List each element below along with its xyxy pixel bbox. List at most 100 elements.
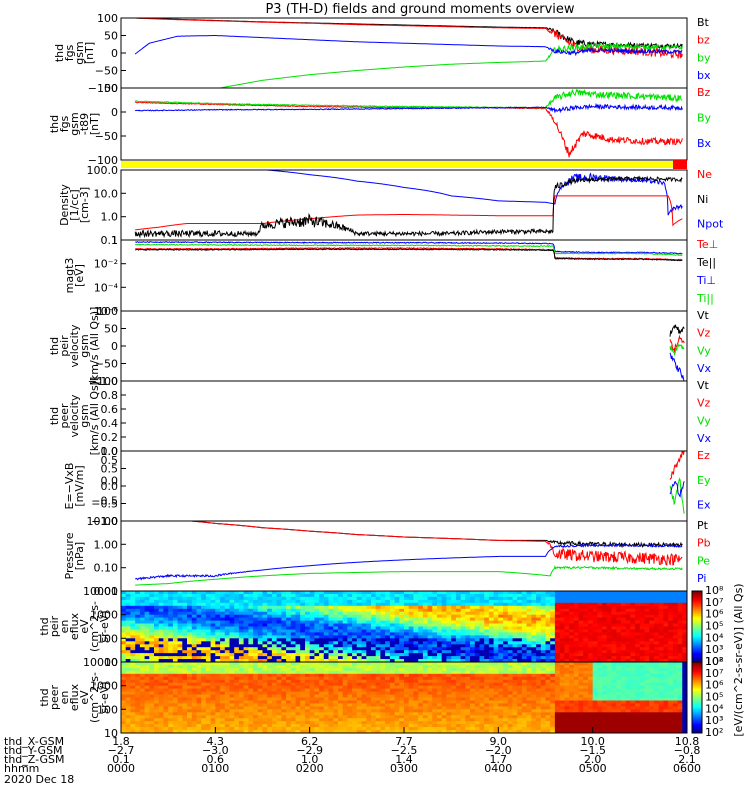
heatmap-cell — [149, 638, 155, 642]
heatmap-cell — [658, 602, 664, 607]
heatmap-cell — [177, 611, 183, 616]
heatmap-cell — [243, 721, 249, 725]
heatmap-cell — [380, 659, 386, 663]
heatmap-cell — [234, 602, 240, 607]
heatmap-cell — [347, 670, 353, 675]
heatmap-cell — [366, 709, 372, 713]
heatmap-cell — [168, 718, 174, 722]
heatmap-cell — [356, 709, 362, 713]
heatmap-cell — [356, 644, 362, 648]
heatmap-cell — [309, 650, 315, 654]
heatmap-cell — [366, 688, 372, 693]
heatmap-cell — [347, 679, 353, 684]
heatmap-cell — [488, 594, 495, 598]
heatmap-cell — [220, 650, 226, 654]
heatmap-cell — [352, 721, 358, 725]
heatmap-cell — [371, 670, 377, 675]
heatmap-cell — [234, 635, 240, 639]
heatmap-cell — [573, 650, 579, 654]
heatmap-cell — [163, 670, 169, 675]
heatmap-cell — [375, 620, 381, 625]
series-group — [669, 324, 685, 381]
heatmap-cell — [210, 632, 216, 636]
heatmap-cell — [630, 650, 636, 654]
heatmap-cell — [455, 703, 462, 707]
heatmap-cell — [248, 608, 254, 613]
heatmap-cell — [314, 724, 320, 728]
heatmap-cell — [512, 644, 518, 648]
y-axis-label: magt3 — [63, 258, 76, 294]
heatmap-cell — [663, 653, 669, 657]
heatmap-cell — [238, 647, 245, 651]
heatmap-cell — [394, 730, 400, 734]
heatmap-cell — [592, 650, 598, 654]
heatmap-cell — [319, 596, 325, 601]
heatmap-cell — [163, 617, 169, 622]
y-axis-label: [eV] — [73, 264, 86, 287]
heatmap-cell — [121, 682, 127, 687]
heatmap-cell — [295, 673, 301, 678]
heatmap-cell — [248, 635, 254, 639]
heatmap-cell — [451, 594, 457, 598]
heatmap-cell — [295, 641, 301, 645]
heatmap-cell — [422, 591, 429, 595]
heatmap-cell — [172, 591, 179, 595]
heatmap-cell — [526, 608, 532, 613]
heatmap-cell — [215, 667, 221, 672]
heatmap-cell — [154, 635, 160, 639]
heatmap-cell — [158, 591, 164, 595]
heatmap-cell — [375, 730, 381, 734]
heatmap-cell — [253, 596, 259, 601]
heatmap-cell — [187, 659, 193, 663]
heatmap-cell — [465, 656, 471, 660]
heatmap-cell — [168, 673, 174, 678]
heatmap-cell — [262, 659, 268, 663]
heatmap-cell — [314, 730, 320, 734]
heatmap-cell — [234, 608, 240, 613]
heatmap-cell — [460, 644, 466, 648]
heatmap-cell — [229, 670, 235, 675]
heatmap-cell — [276, 641, 282, 645]
heatmap-cell — [243, 709, 249, 713]
heatmap-cell — [271, 697, 278, 701]
heatmap-cell — [437, 614, 443, 619]
heatmap-cell — [375, 629, 381, 633]
heatmap-cell — [597, 605, 603, 610]
heatmap-cell — [220, 614, 226, 619]
heatmap-cell — [394, 659, 400, 663]
heatmap-cell — [437, 608, 443, 613]
heatmap-cell — [602, 620, 608, 625]
heatmap-cell — [328, 659, 334, 663]
heatmap-cell — [361, 599, 367, 604]
heatmap-cell — [125, 688, 131, 693]
heatmap-cell — [253, 629, 259, 633]
heatmap-cell — [172, 626, 179, 630]
heatmap-cell — [474, 608, 480, 613]
heatmap-cell — [196, 670, 202, 675]
heatmap-cell — [130, 614, 136, 619]
heatmap-cell — [342, 670, 348, 675]
heatmap-cell — [389, 718, 396, 722]
heatmap-cell — [271, 659, 278, 663]
heatmap-cell — [172, 594, 179, 598]
heatmap-cell — [210, 623, 216, 627]
heatmap-cell — [413, 620, 419, 625]
heatmap-cell — [333, 596, 339, 601]
heatmap-cell — [503, 641, 509, 645]
heatmap-cell — [144, 659, 150, 663]
heatmap-cell — [205, 700, 212, 704]
heatmap-cell — [201, 665, 207, 669]
heatmap-cell — [611, 653, 617, 657]
heatmap-cell — [441, 659, 447, 663]
colorbar-step — [692, 623, 702, 626]
heatmap-cell — [385, 691, 391, 696]
heatmap-cell — [602, 644, 608, 648]
heatmap-cell — [352, 602, 358, 607]
heatmap-cell — [413, 662, 419, 666]
heatmap-cell — [441, 644, 447, 648]
heatmap-cell — [531, 599, 537, 604]
heatmap-cell — [408, 611, 414, 616]
heatmap-cell — [323, 596, 329, 601]
heatmap-cell — [281, 594, 287, 598]
heatmap-cell — [512, 659, 518, 663]
